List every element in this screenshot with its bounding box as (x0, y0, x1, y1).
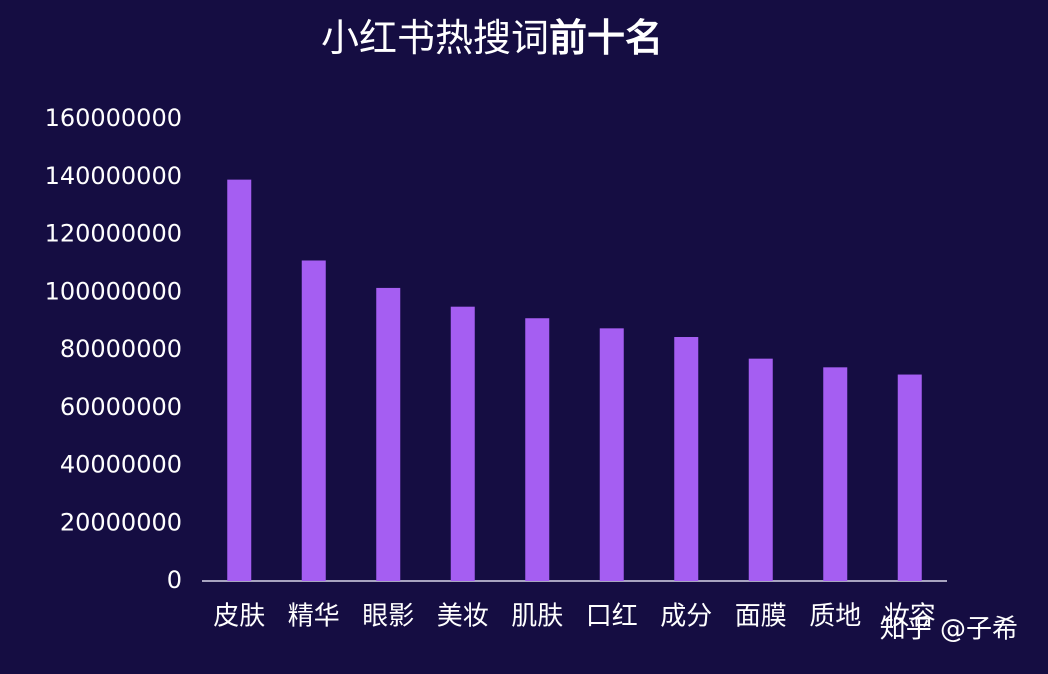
x-tick-label: 精华 (288, 602, 340, 632)
y-tick-label: 140000000 (45, 162, 182, 190)
y-tick-label: 80000000 (60, 335, 182, 363)
x-tick-label: 皮肤 (213, 602, 265, 632)
bar (227, 179, 252, 581)
bar (450, 306, 475, 581)
y-tick-label: 120000000 (45, 220, 182, 248)
x-tick-label: 肌肤 (511, 602, 563, 632)
bar (823, 367, 848, 581)
watermark: 知乎 @子希 (880, 615, 1018, 645)
x-tick-label: 妆容 (884, 602, 936, 632)
y-tick-label: 60000000 (60, 393, 182, 421)
x-tick-label: 面膜 (735, 602, 787, 632)
y-tick-label: 0 (167, 566, 182, 594)
bar (897, 374, 922, 581)
bar (376, 287, 401, 581)
bar (525, 318, 550, 581)
y-tick-label: 160000000 (45, 104, 182, 132)
x-tick-label: 成分 (660, 602, 712, 632)
x-tick-label: 眼影 (362, 602, 414, 632)
bar (301, 260, 326, 581)
bar (674, 337, 699, 581)
y-tick-label: 40000000 (60, 451, 182, 479)
title-part: 小红书热搜词 (321, 16, 549, 60)
x-tick-label: 质地 (809, 602, 861, 632)
title-part: 前十名 (549, 16, 663, 60)
chart-title: 小红书热搜词前十名 (321, 16, 663, 60)
y-tick-label: 100000000 (45, 277, 182, 305)
bar (748, 358, 773, 581)
x-tick-label: 美妆 (437, 602, 489, 632)
y-tick-label: 20000000 (60, 508, 182, 536)
bar (599, 328, 624, 581)
x-tick-label: 口红 (586, 602, 638, 632)
